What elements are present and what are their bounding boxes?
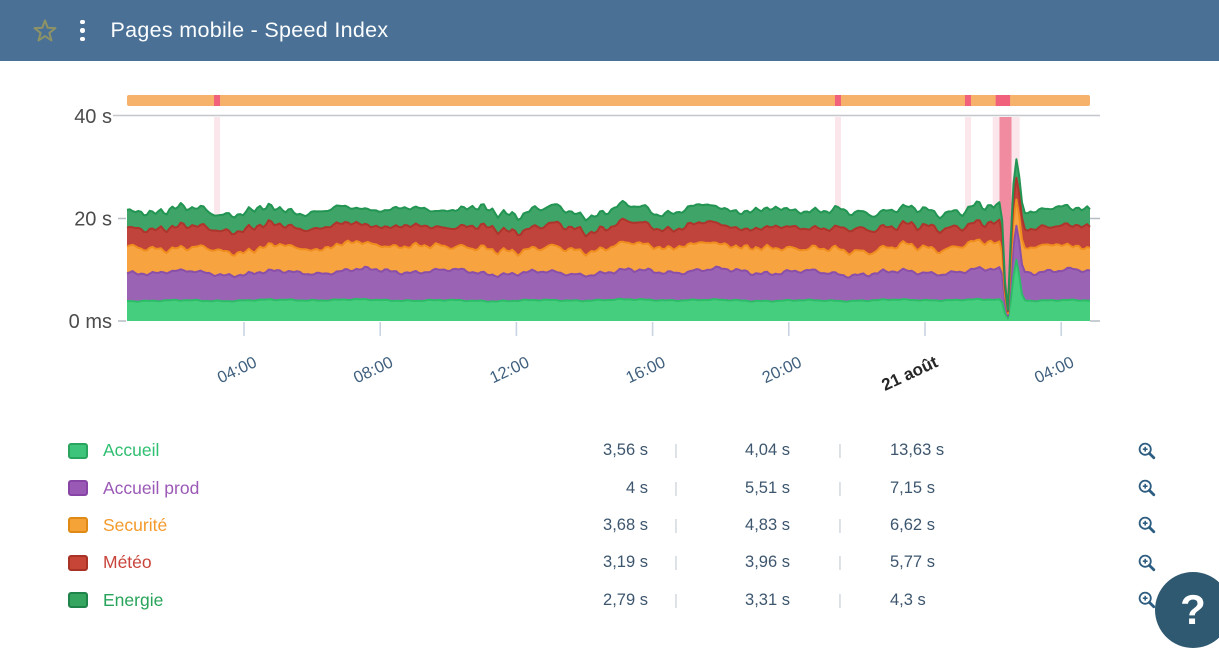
metric-value-2: 3,96 s [745,553,790,572]
availability-incident-segment [834,95,841,106]
column-separator: | [838,479,842,497]
metric-value-1: 3,56 s [603,441,648,460]
header-bar: Pages mobile - Speed Index [0,0,1219,61]
zoom-in-icon[interactable] [1137,553,1157,573]
metric-value-2: 5,51 s [745,478,790,497]
speed-index-stacked-area-chart[interactable]: 04:00 08:00 12:00 16:00 20:00 21 août 04:00 40 … [0,75,1219,430]
zoom-in-icon[interactable] [1137,515,1157,535]
availability-incident-segment [214,95,221,106]
x-tick-label: 16:00 [623,353,668,387]
area-band-securité [127,199,1090,316]
legend-swatch[interactable] [68,554,88,571]
series-label[interactable]: Securité [103,514,168,535]
metric-value-3: 4,3 s [890,590,926,609]
x-tick-label: 12:00 [487,353,532,387]
column-separator: | [674,516,678,534]
zoom-in-icon[interactable] [1137,441,1157,461]
series-label[interactable]: Météo [103,552,152,573]
area-edge-météo [126,176,1091,313]
legend-row: Accueil prod 4 s | 5,51 s | 7,15 s [0,469,1219,506]
legend-row: Accueil 3,56 s | 4,04 s | 13,63 s [0,432,1219,469]
metric-value-1: 2,79 s [603,590,648,609]
column-separator: | [674,479,678,497]
legend-swatch[interactable] [68,442,88,459]
legend-row: Energie 2,79 s | 3,31 s | 4,3 s [0,582,1219,619]
series-label[interactable]: Accueil [103,440,160,461]
area-band-accueil-prod [127,225,1090,319]
column-separator: | [838,442,842,460]
metric-value-3: 7,15 s [890,478,935,497]
kebab-menu-icon[interactable] [80,19,85,42]
help-button-label: ? [1180,586,1206,633]
x-tick-label: 21 août [879,352,941,395]
metric-value-1: 3,19 s [603,553,648,572]
zoom-in-icon[interactable] [1137,478,1157,498]
legend-row: Securité 3,68 s | 4,83 s | 6,62 s [0,507,1219,544]
series-label[interactable]: Energie [103,589,164,610]
area-edge-securité [126,198,1091,315]
column-separator: | [674,591,678,609]
column-separator: | [838,554,842,572]
legend-swatch[interactable] [68,480,88,497]
area-edge-accueil-prod [126,224,1091,317]
column-separator: | [674,442,678,460]
availability-incident-segment [964,95,971,106]
x-tick-label: 08:00 [351,353,396,387]
area-band-accueil [127,259,1090,321]
metric-value-2: 4,83 s [745,515,790,534]
metric-value-1: 4 s [625,478,648,497]
zoom-in-icon[interactable] [1137,590,1157,610]
series-label[interactable]: Accueil prod [103,477,200,498]
x-tick-label: 20:00 [759,353,804,387]
legend-row: Météo 3,19 s | 3,96 s | 5,77 s [0,544,1219,581]
column-separator: | [838,591,842,609]
page-title: Pages mobile - Speed Index [110,18,389,42]
legend-swatch[interactable] [68,592,88,609]
x-tick-label: 04:00 [215,353,260,387]
availability-strip [127,95,1090,106]
legend-table: Accueil 3,56 s | 4,04 s | 13,63 s Accueil prod… [0,432,1219,619]
area-band-météo [127,177,1090,314]
area-edge-accueil [126,258,1090,320]
favorite-star-icon[interactable] [32,18,58,44]
metric-value-3: 5,77 s [890,553,935,572]
column-separator: | [838,516,842,534]
metric-value-3: 6,62 s [890,515,935,534]
help-button[interactable]: ? [1155,572,1219,648]
x-tick-label: 04:00 [1032,353,1077,387]
legend-swatch[interactable] [68,517,88,534]
y-tick-label: 40 s [74,106,112,128]
metric-value-1: 3,68 s [603,515,648,534]
availability-incident-segment [995,95,1011,106]
area-edge-energie [126,158,1091,311]
y-tick-label: 0 ms [69,311,112,333]
y-tick-label: 20 s [74,209,112,231]
metric-value-2: 4,04 s [745,441,790,460]
metric-value-2: 3,31 s [745,590,790,609]
metric-value-3: 13,63 s [890,441,945,460]
column-separator: | [674,554,678,572]
